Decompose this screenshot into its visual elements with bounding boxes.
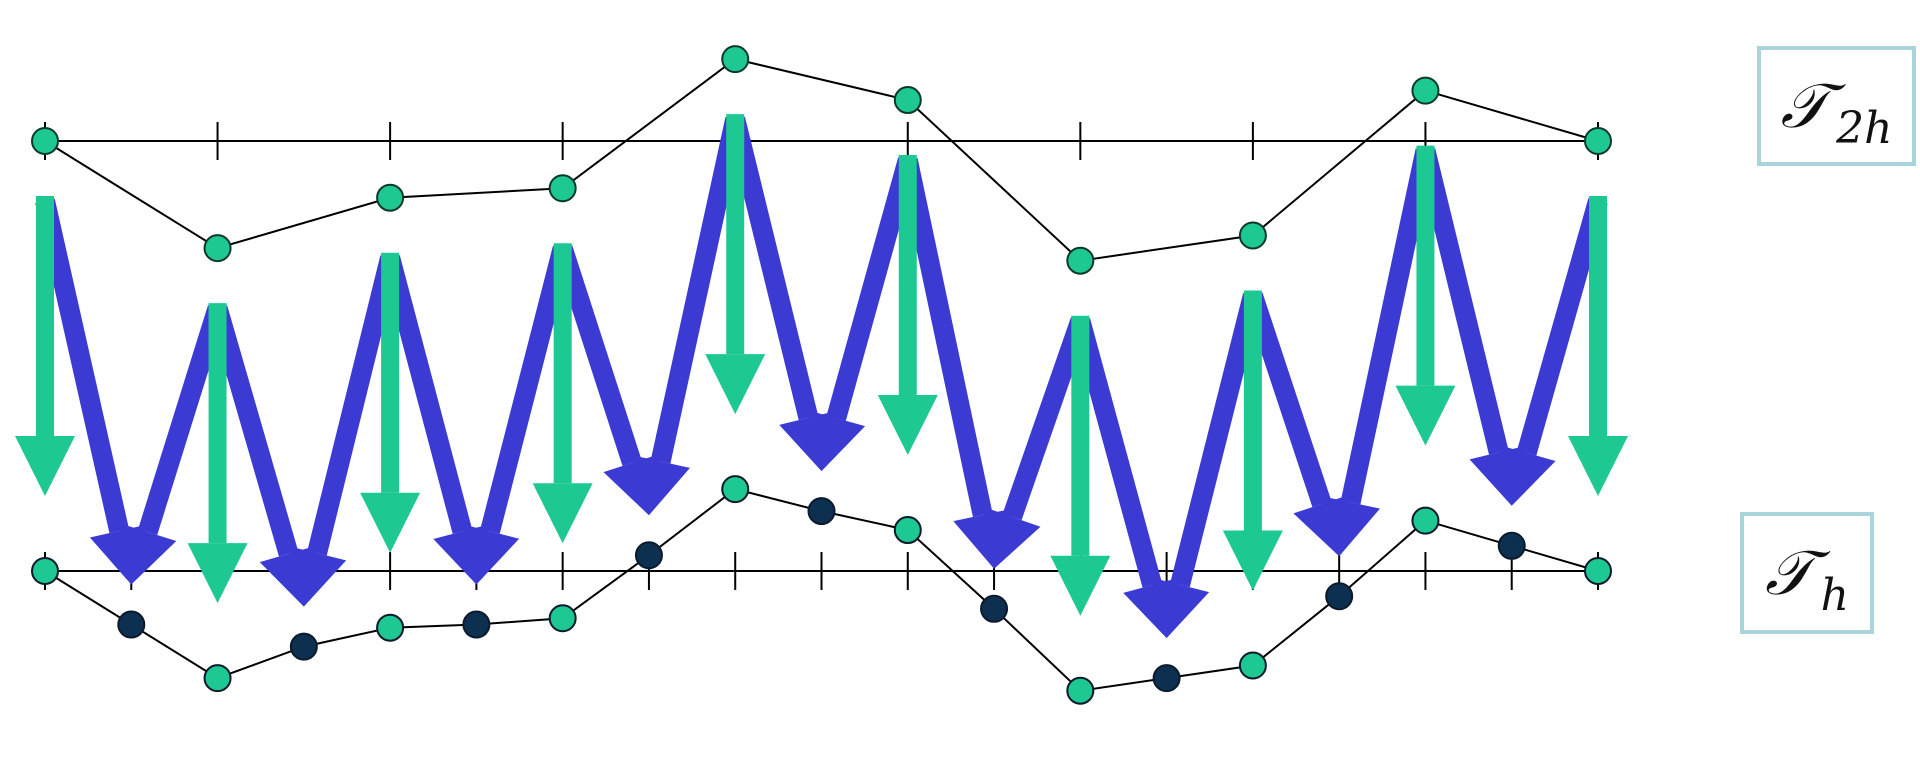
injection-arrow bbox=[532, 243, 593, 544]
fine-mesh-function bbox=[31, 475, 1612, 705]
injection-arrow bbox=[15, 196, 75, 496]
injection-arrow-head bbox=[705, 354, 766, 415]
interpolation-arrow-shaft bbox=[553, 245, 642, 466]
fine-node-fine-only bbox=[980, 594, 1009, 623]
fine-node-fine-only bbox=[634, 541, 663, 570]
coarse-node bbox=[376, 183, 405, 212]
coarse-node bbox=[1584, 127, 1612, 155]
coarse-node bbox=[1411, 76, 1440, 105]
interpolation-arrow-head bbox=[1497, 444, 1556, 506]
interpolation-arrow bbox=[119, 305, 228, 585]
coarse-mesh-symbol: 𝒯 bbox=[1780, 69, 1829, 142]
coarse-node bbox=[31, 127, 59, 155]
coarse-function-line bbox=[44, 58, 1599, 262]
injection-arrow-head bbox=[1222, 530, 1283, 591]
injection-arrow-head bbox=[1568, 436, 1628, 496]
coarse-node bbox=[203, 234, 232, 263]
interpolation-arrow bbox=[1150, 293, 1263, 639]
interpolation-arrow-shaft bbox=[380, 255, 473, 534]
interpolation-arrow-shaft bbox=[1517, 198, 1608, 456]
interpolation-arrow-shaft bbox=[480, 245, 573, 534]
interpolation-arrow bbox=[631, 116, 745, 516]
interpolation-arrow-shaft bbox=[1243, 292, 1332, 508]
coarse-mesh-label: 𝒯 2h bbox=[1757, 46, 1916, 166]
fine-node-coincident bbox=[721, 475, 750, 504]
coarse-node bbox=[893, 86, 922, 115]
interpolation-arrow-head bbox=[1321, 496, 1380, 557]
fine-node-coincident bbox=[203, 664, 232, 693]
injection-arrow bbox=[877, 155, 938, 456]
injection-arrow bbox=[1568, 196, 1628, 496]
fine-node-coincident bbox=[893, 516, 922, 545]
fine-node-fine-only bbox=[1497, 531, 1526, 560]
fine-mesh-label: 𝒯 h bbox=[1740, 512, 1874, 634]
coarse-node bbox=[1238, 221, 1267, 250]
injection-arrow bbox=[1222, 290, 1283, 591]
interpolation-arrow-shaft bbox=[826, 157, 918, 421]
injection-arrows bbox=[15, 114, 1628, 616]
interpolation-arrow-shaft bbox=[1002, 317, 1090, 521]
coarse-mesh-function bbox=[31, 45, 1612, 275]
interpolation-arrow bbox=[35, 198, 149, 585]
interpolation-arrow-shaft bbox=[1070, 318, 1162, 588]
interpolation-arrow-shaft bbox=[725, 116, 819, 421]
interpolation-arrow-shaft bbox=[897, 157, 993, 518]
interpolation-arrow-shaft bbox=[650, 116, 745, 464]
injection-arrow-head bbox=[15, 436, 75, 496]
fine-node-coincident bbox=[1584, 557, 1612, 585]
fine-node-fine-only bbox=[289, 632, 318, 661]
injection-arrow bbox=[187, 303, 248, 604]
interpolation-arrow bbox=[1497, 198, 1608, 506]
fine-node-fine-only bbox=[807, 497, 836, 526]
interpolation-arrow-shaft bbox=[1340, 148, 1436, 505]
interpolation-arrow-shaft bbox=[307, 255, 400, 556]
interpolation-arrow-head bbox=[631, 455, 690, 516]
coarse-mesh-subscript: 2h bbox=[1836, 102, 1893, 154]
injection-arrow-head bbox=[1050, 555, 1111, 616]
fine-node-coincident bbox=[1238, 651, 1267, 680]
interpolation-arrow bbox=[1321, 148, 1436, 557]
interpolation-arrow-shaft bbox=[138, 305, 228, 536]
coarse-node bbox=[548, 174, 577, 203]
injection-arrow-head bbox=[187, 543, 248, 604]
fine-node-coincident bbox=[31, 557, 59, 585]
injection-arrow bbox=[705, 114, 766, 415]
interpolation-arrow-head bbox=[1150, 577, 1210, 639]
fine-node-coincident bbox=[1411, 506, 1440, 535]
fine-node-fine-only bbox=[462, 610, 491, 639]
fine-node-coincident bbox=[1066, 676, 1095, 705]
fine-node-fine-only bbox=[1325, 582, 1354, 611]
interpolation-arrow bbox=[287, 255, 400, 607]
injection-arrow-head bbox=[532, 483, 593, 544]
fine-node-fine-only bbox=[117, 610, 146, 639]
interpolation-arrow-head bbox=[983, 506, 1041, 569]
injection-arrow-head bbox=[1395, 385, 1456, 446]
interpolation-arrow-head bbox=[287, 546, 347, 607]
interpolation-arrow-head bbox=[460, 523, 520, 585]
injection-arrow bbox=[360, 252, 421, 553]
interpolation-arrows bbox=[35, 116, 1608, 639]
interpolation-arrow bbox=[460, 245, 573, 585]
coarse-node bbox=[721, 45, 750, 74]
interpolation-arrow-shaft bbox=[1415, 148, 1509, 455]
interpolation-arrow bbox=[807, 157, 918, 472]
fine-node-coincident bbox=[548, 604, 577, 633]
interpolation-arrow-shaft bbox=[207, 305, 299, 557]
coarse-node bbox=[1066, 246, 1095, 275]
fine-mesh-symbol: 𝒯 bbox=[1765, 536, 1813, 609]
injection-arrow-head bbox=[360, 492, 421, 553]
interpolation-arrow-head bbox=[119, 523, 177, 585]
interpolation-arrow-shaft bbox=[1170, 293, 1263, 588]
injection-arrow bbox=[1050, 315, 1111, 616]
injection-arrow-head bbox=[877, 395, 938, 456]
fine-node-fine-only bbox=[1152, 664, 1181, 693]
fine-mesh-subscript: h bbox=[1820, 569, 1849, 621]
interpolation-arrow bbox=[983, 317, 1090, 569]
interpolation-arrow bbox=[897, 157, 1013, 569]
injection-arrow bbox=[1395, 145, 1456, 446]
interpolation-arrow-shaft bbox=[35, 198, 129, 534]
fine-node-coincident bbox=[376, 613, 405, 642]
interpolation-arrow-head bbox=[807, 410, 866, 472]
